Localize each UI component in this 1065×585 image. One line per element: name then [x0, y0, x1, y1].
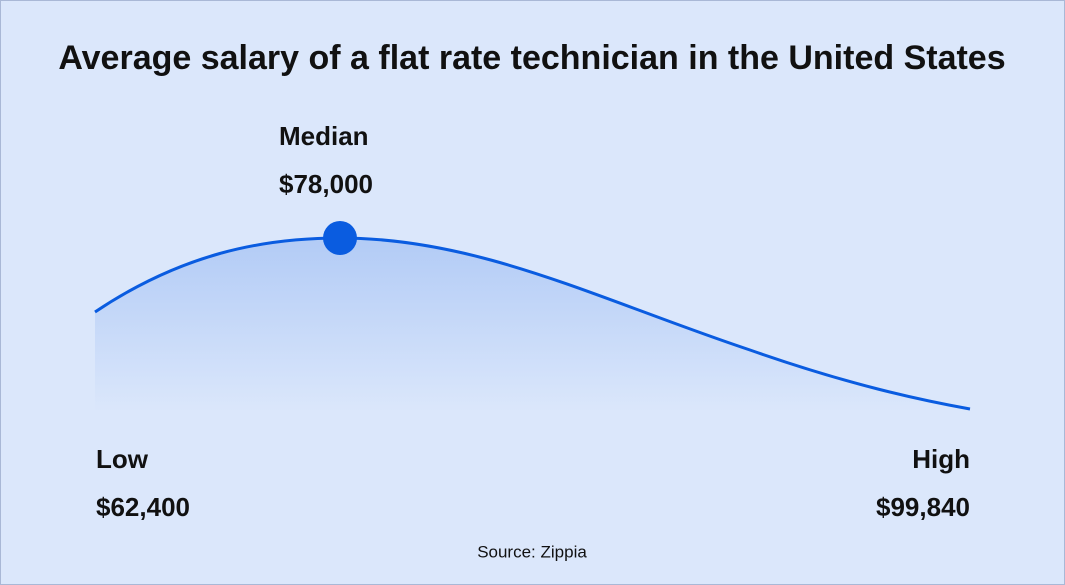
median-dot: [323, 221, 357, 255]
low-value: $62,400: [96, 492, 190, 522]
median-label: Median: [279, 121, 369, 151]
curve-area: [95, 238, 970, 412]
low-label: Low: [96, 444, 149, 474]
curve: [94, 236, 971, 411]
high-label: High: [912, 444, 970, 474]
title: Average salary of a flat rate technician…: [58, 39, 1005, 77]
median-value: $78,000: [279, 169, 373, 199]
high-value: $99,840: [876, 492, 970, 522]
source: Source: Zippia: [477, 542, 587, 561]
